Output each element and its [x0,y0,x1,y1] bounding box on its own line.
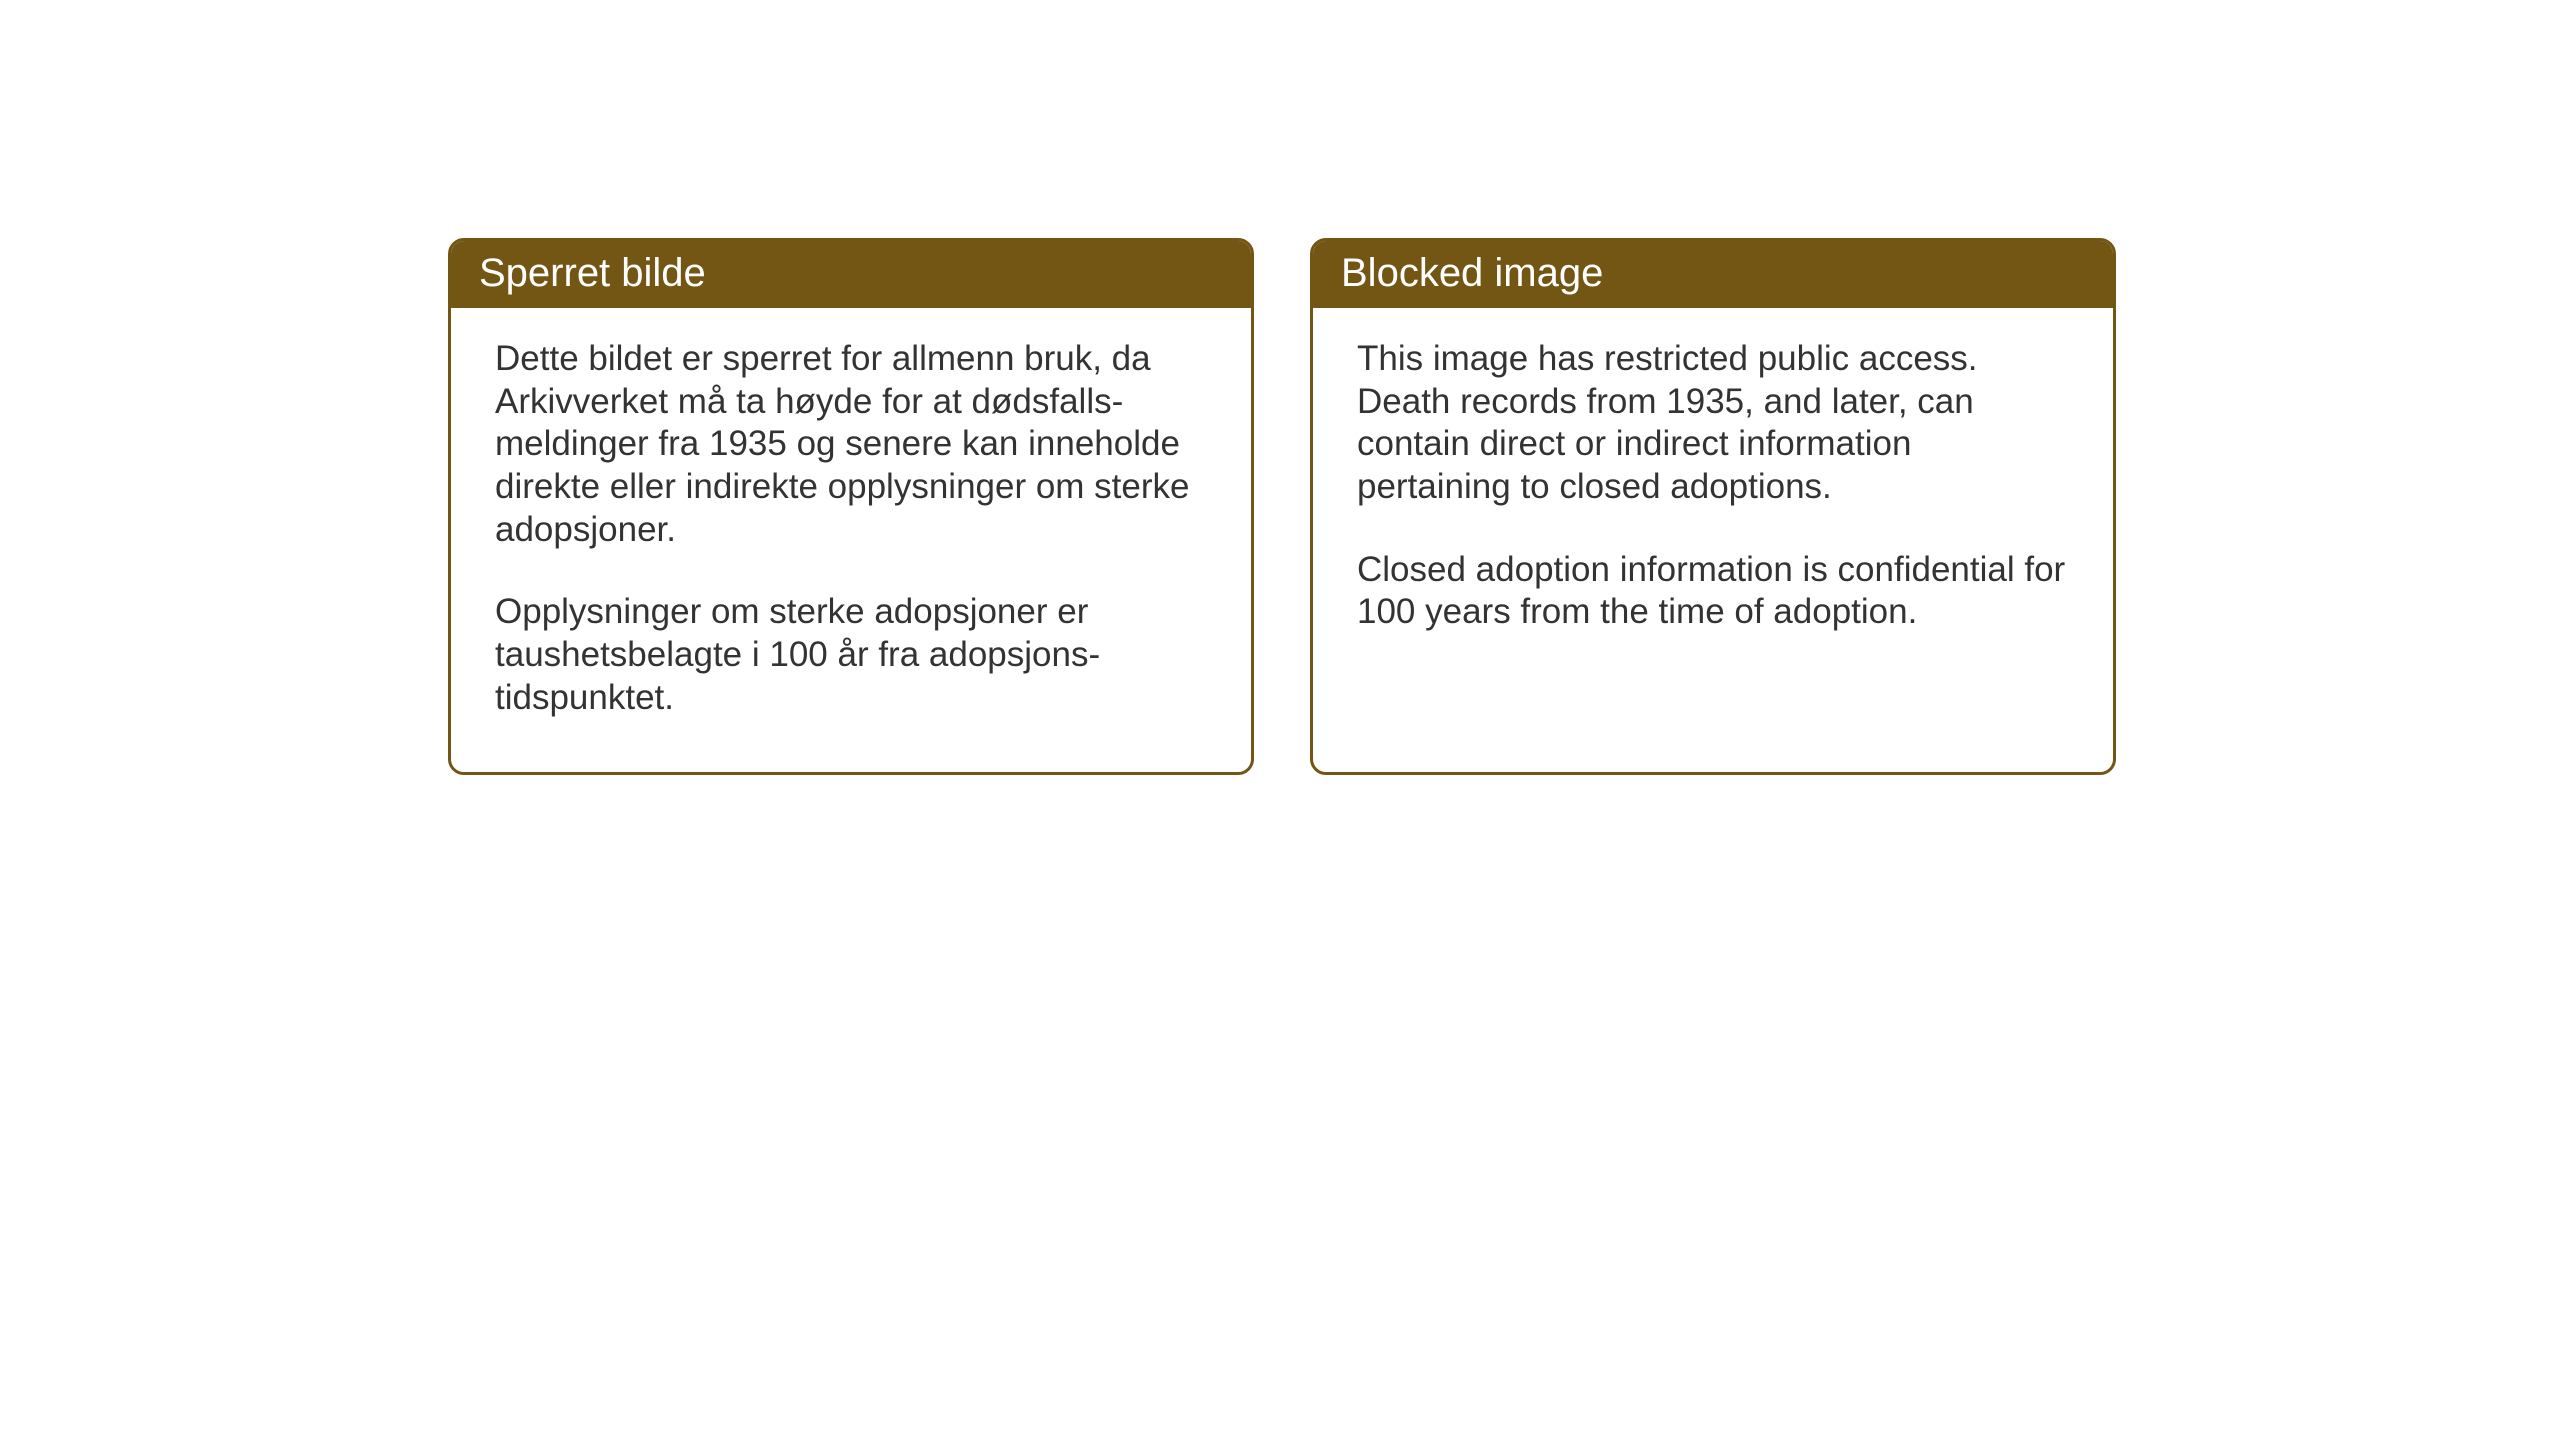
card-body-norwegian: Dette bildet er sperret for allmenn bruk… [451,308,1251,772]
notice-card-norwegian: Sperret bilde Dette bildet er sperret fo… [448,238,1254,775]
paragraph-1-norwegian: Dette bildet er sperret for allmenn bruk… [495,338,1207,551]
card-title-norwegian: Sperret bilde [479,251,706,295]
paragraph-1-english: This image has restricted public access.… [1357,338,2069,509]
notice-cards-container: Sperret bilde Dette bildet er sperret fo… [448,238,2560,775]
card-header-norwegian: Sperret bilde [451,241,1251,308]
paragraph-2-norwegian: Opplysninger om sterke adopsjoner er tau… [495,591,1207,719]
card-title-english: Blocked image [1341,251,1603,295]
card-header-english: Blocked image [1313,241,2113,308]
notice-card-english: Blocked image This image has restricted … [1310,238,2116,775]
card-body-english: This image has restricted public access.… [1313,308,2113,686]
paragraph-2-english: Closed adoption information is confident… [1357,549,2069,634]
